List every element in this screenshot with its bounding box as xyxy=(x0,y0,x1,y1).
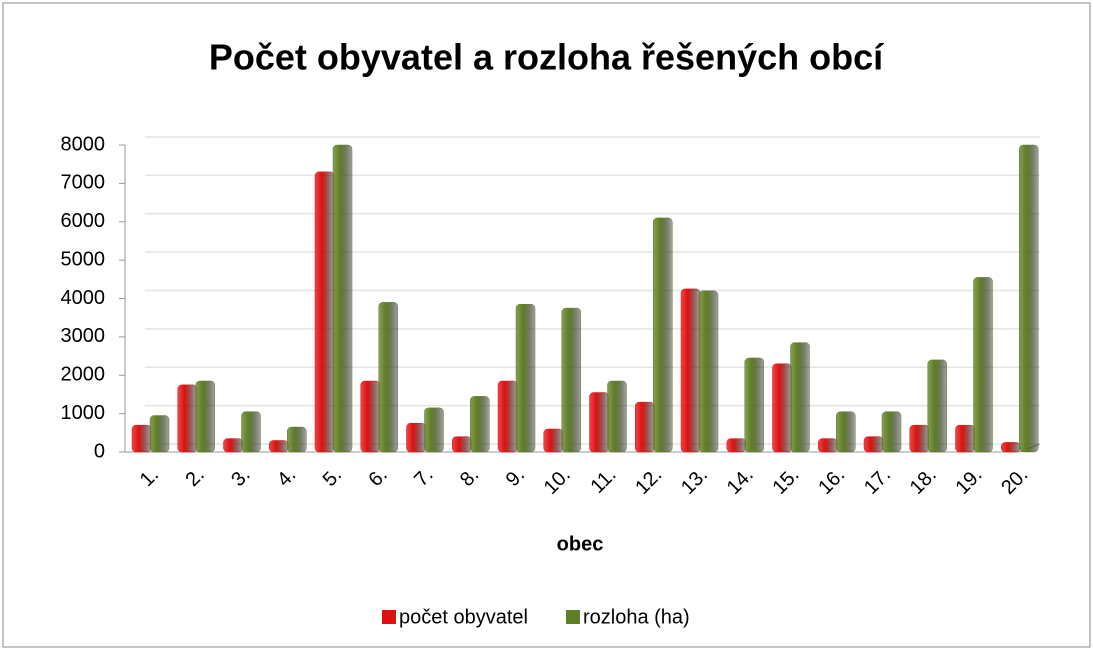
bar xyxy=(772,363,792,453)
bar xyxy=(406,422,426,453)
bar xyxy=(1001,442,1021,453)
bar xyxy=(470,396,490,453)
bar xyxy=(881,411,902,453)
bar xyxy=(1019,144,1039,453)
bar xyxy=(589,392,609,453)
bar xyxy=(424,407,444,453)
y-tick-label: 6000 xyxy=(61,210,106,232)
bar xyxy=(653,217,673,453)
bar xyxy=(452,436,472,453)
bar xyxy=(607,380,627,453)
y-tick-label: 2000 xyxy=(61,364,106,386)
bar xyxy=(332,144,353,453)
bar xyxy=(863,436,884,453)
bar xyxy=(543,428,563,453)
bar xyxy=(955,424,975,453)
bar xyxy=(680,288,701,453)
legend-swatch xyxy=(382,610,396,624)
bar xyxy=(177,384,197,453)
bar xyxy=(287,426,307,453)
y-tick-label: 7000 xyxy=(61,172,106,194)
y-tick-label: 0 xyxy=(94,440,105,462)
legend-label: rozloha (ha) xyxy=(583,606,690,628)
y-tick-label: 3000 xyxy=(61,325,106,347)
y-tick-label: 8000 xyxy=(61,133,106,155)
bar xyxy=(314,171,335,453)
bar xyxy=(149,415,170,453)
bar xyxy=(131,424,152,453)
bar xyxy=(909,424,929,453)
y-tick-label: 4000 xyxy=(61,287,106,309)
bar xyxy=(515,304,536,453)
bar xyxy=(561,307,581,453)
bar xyxy=(241,411,261,453)
chart-title: Počet obyvatel a rozloha řešených obcí xyxy=(209,37,884,78)
bar xyxy=(836,411,856,453)
bar xyxy=(635,401,655,453)
bar xyxy=(497,380,518,453)
legend-swatch xyxy=(565,610,580,624)
bar xyxy=(726,438,746,453)
bar xyxy=(223,438,243,453)
y-tick-label: 5000 xyxy=(61,248,106,270)
bar xyxy=(360,380,380,453)
bar xyxy=(195,380,215,453)
bar xyxy=(378,302,398,453)
bar xyxy=(790,342,810,453)
bar xyxy=(744,357,764,453)
bar xyxy=(698,290,719,453)
bar xyxy=(818,438,838,453)
bar xyxy=(973,277,993,453)
bar xyxy=(269,440,289,453)
x-axis-label: obec xyxy=(557,533,604,555)
legend-label: počet obyvatel xyxy=(399,606,528,628)
y-tick-label: 1000 xyxy=(61,402,106,424)
bar xyxy=(927,359,947,453)
